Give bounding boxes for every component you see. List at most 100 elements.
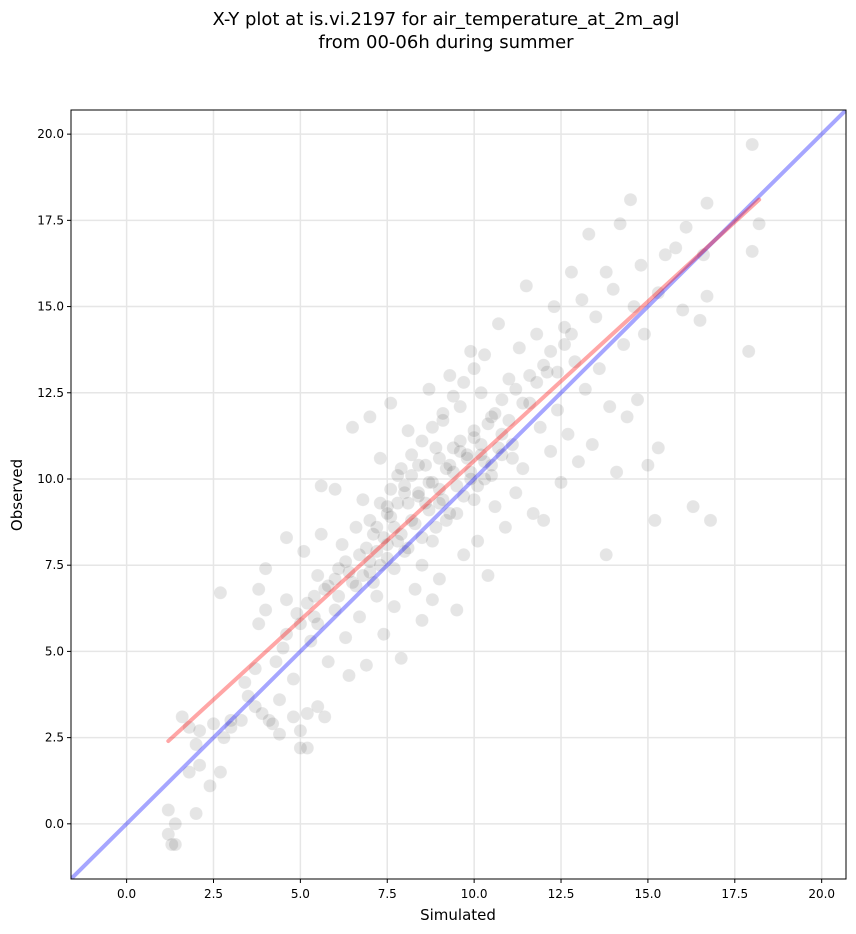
data-point bbox=[272, 692, 287, 707]
data-point bbox=[363, 554, 377, 569]
data-point bbox=[248, 661, 262, 676]
data-point bbox=[394, 651, 408, 666]
data-point bbox=[258, 603, 273, 617]
data-point bbox=[293, 741, 308, 755]
data-point bbox=[390, 468, 405, 483]
data-point bbox=[363, 565, 377, 579]
data-point bbox=[404, 448, 419, 462]
data-point bbox=[300, 596, 315, 610]
data-point bbox=[495, 427, 509, 441]
data-point bbox=[564, 265, 579, 279]
data-point bbox=[693, 313, 707, 328]
data-point bbox=[651, 441, 666, 455]
fit-line bbox=[166, 197, 762, 744]
data-point bbox=[321, 579, 335, 593]
data-point bbox=[345, 420, 360, 435]
data-point bbox=[272, 727, 287, 741]
data-point bbox=[641, 458, 655, 472]
data-point bbox=[550, 403, 565, 417]
data-point bbox=[307, 589, 322, 603]
data-point bbox=[349, 579, 363, 593]
data-point bbox=[251, 617, 266, 631]
data-point bbox=[224, 720, 238, 735]
data-point bbox=[224, 713, 238, 728]
data-point bbox=[404, 468, 419, 483]
y-tick-label: 15.0 bbox=[37, 300, 64, 314]
identity-line bbox=[71, 110, 846, 879]
data-point bbox=[460, 451, 474, 466]
data-point bbox=[609, 465, 624, 479]
data-point bbox=[342, 668, 356, 683]
y-tick-label: 5.0 bbox=[45, 644, 64, 658]
data-point bbox=[561, 427, 575, 441]
data-point bbox=[293, 617, 308, 631]
data-point bbox=[394, 461, 408, 476]
x-axis-ticks: 0.0 2.5 5.0 7.5 10.0 12.5 15.0 17.5 20.0 bbox=[117, 879, 835, 901]
data-point bbox=[394, 527, 408, 541]
data-point bbox=[168, 837, 183, 852]
data-point bbox=[491, 317, 506, 331]
data-point bbox=[481, 417, 495, 431]
data-point bbox=[290, 606, 304, 621]
data-point bbox=[533, 420, 547, 435]
data-point bbox=[547, 299, 561, 314]
data-point bbox=[453, 444, 467, 459]
data-point bbox=[429, 520, 443, 535]
y-tick-label: 2.5 bbox=[45, 731, 64, 745]
data-point bbox=[679, 220, 693, 234]
data-point bbox=[356, 568, 370, 583]
data-point bbox=[161, 827, 176, 841]
data-point bbox=[606, 282, 620, 297]
data-point bbox=[564, 327, 579, 341]
data-point bbox=[370, 589, 384, 603]
data-point bbox=[432, 496, 447, 510]
data-point bbox=[425, 592, 440, 607]
data-point bbox=[338, 630, 353, 645]
data-point bbox=[481, 568, 495, 583]
data-point bbox=[279, 627, 294, 641]
data-point bbox=[470, 534, 485, 548]
y-tick-label: 0.0 bbox=[45, 817, 64, 831]
data-point bbox=[529, 327, 544, 341]
data-point bbox=[192, 723, 207, 738]
data-point bbox=[509, 382, 523, 397]
data-point bbox=[571, 454, 586, 469]
data-point bbox=[519, 279, 534, 293]
data-point bbox=[415, 613, 429, 628]
x-axis-label: Simulated bbox=[420, 906, 496, 924]
data-point bbox=[251, 582, 266, 597]
data-point bbox=[675, 303, 690, 317]
data-point bbox=[623, 192, 638, 207]
y-tick-label: 12.5 bbox=[37, 386, 64, 400]
data-point bbox=[255, 706, 269, 721]
data-point bbox=[467, 361, 481, 376]
data-point bbox=[241, 689, 255, 703]
data-point bbox=[373, 451, 388, 466]
y-tick-label: 10.0 bbox=[37, 472, 64, 486]
data-point bbox=[516, 461, 530, 476]
data-point bbox=[450, 506, 464, 521]
x-tick-label: 5.0 bbox=[291, 887, 310, 901]
data-point bbox=[477, 454, 492, 469]
data-point bbox=[460, 448, 474, 462]
data-point bbox=[258, 561, 273, 576]
data-point bbox=[696, 248, 711, 262]
data-point bbox=[300, 741, 315, 755]
data-point bbox=[484, 458, 499, 472]
data-point bbox=[450, 603, 464, 617]
data-point bbox=[366, 527, 381, 541]
data-point bbox=[304, 634, 318, 648]
data-point bbox=[189, 806, 203, 821]
data-point bbox=[307, 610, 322, 624]
data-point bbox=[317, 710, 332, 724]
data-point bbox=[161, 803, 176, 817]
data-point bbox=[443, 458, 457, 472]
data-point bbox=[380, 537, 395, 552]
data-point bbox=[390, 496, 405, 510]
data-point bbox=[415, 434, 429, 448]
data-point bbox=[310, 568, 325, 583]
y-tick-label: 7.5 bbox=[45, 558, 64, 572]
data-point bbox=[554, 475, 568, 490]
x-tick-label: 17.5 bbox=[721, 887, 748, 901]
data-point bbox=[463, 472, 478, 486]
